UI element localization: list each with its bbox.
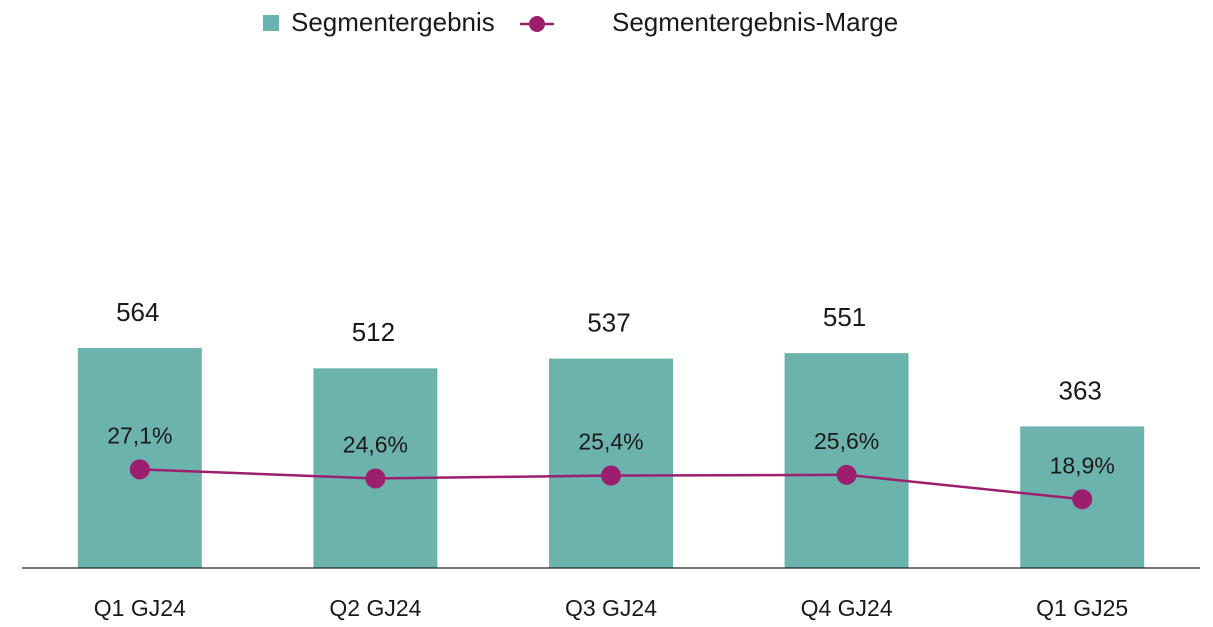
- bar: [77, 348, 202, 568]
- line-marker: [1072, 489, 1093, 510]
- bar-value-label: 363: [1059, 375, 1102, 405]
- legend-marker: [529, 16, 545, 32]
- legend-label: Segmentergebnis-Marge: [612, 7, 898, 37]
- bar-value-label: 512: [352, 317, 395, 347]
- legend-swatch: [263, 15, 279, 31]
- x-tick-label: Q1 GJ25: [1036, 595, 1128, 621]
- bar: [784, 353, 909, 568]
- x-tick-label: Q2 GJ24: [329, 595, 421, 621]
- bar: [549, 358, 673, 568]
- bar-value-label: 551: [823, 302, 866, 332]
- x-tick-label: Q4 GJ24: [801, 595, 893, 621]
- legend-label: Segmentergebnis: [291, 7, 495, 37]
- x-tick-label: Q1 GJ24: [94, 595, 186, 621]
- line-value-label: 24,6%: [343, 432, 408, 458]
- bar-value-label: 564: [116, 297, 159, 327]
- x-tick-label: Q3 GJ24: [565, 595, 657, 621]
- line-marker: [836, 464, 857, 485]
- line-value-label: 18,9%: [1050, 452, 1115, 478]
- line-marker: [601, 465, 621, 486]
- bar: [313, 368, 438, 568]
- line-marker: [365, 468, 386, 489]
- bar-value-label: 537: [587, 307, 630, 337]
- line-value-label: 27,1%: [107, 422, 172, 448]
- line-value-label: 25,4%: [578, 429, 643, 455]
- line-value-label: 25,6%: [814, 428, 879, 454]
- line-marker: [129, 459, 150, 480]
